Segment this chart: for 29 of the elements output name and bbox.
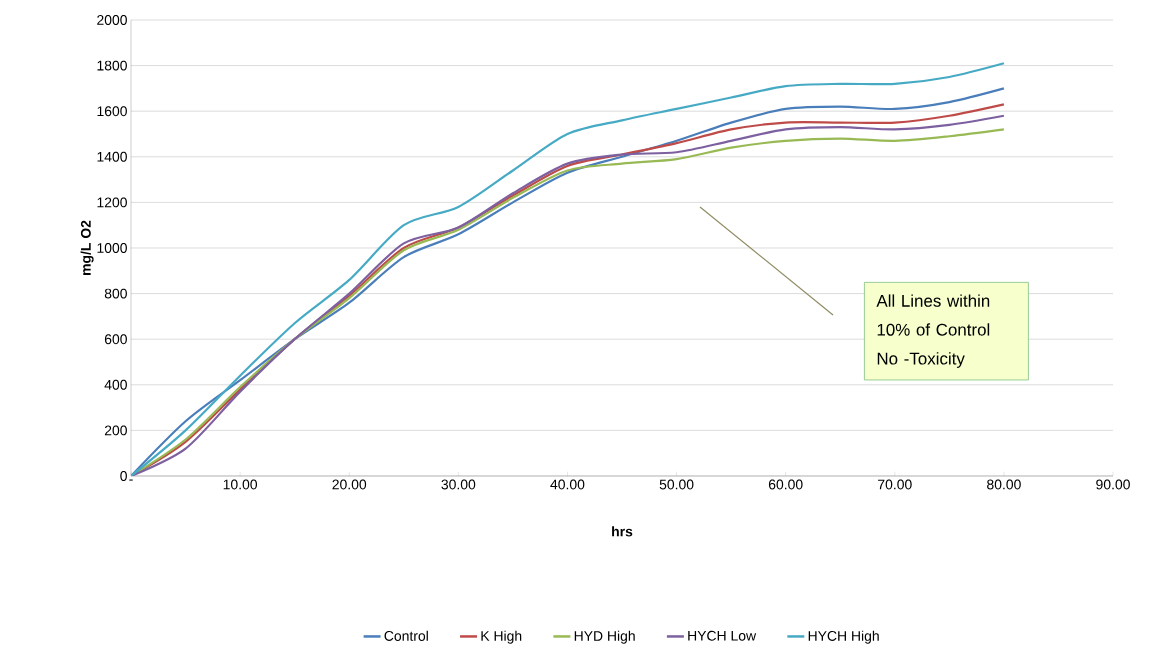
x-tick-label: 90.00 [1096, 479, 1130, 490]
y-tick-label: 1400 [97, 151, 127, 162]
y-tick-label: 0 [120, 471, 127, 481]
legend-label: HYCH Low [688, 630, 757, 641]
x-tick-label: 40.00 [550, 479, 585, 490]
y-tick-label: 2000 [97, 15, 127, 25]
y-tick-label: 400 [104, 379, 127, 390]
x-tick-label: 50.00 [659, 479, 694, 490]
x-tick-label: 70.00 [878, 479, 912, 490]
y-axis-title: mg/L O2 [80, 220, 94, 275]
x-axis-title: hrs [612, 526, 633, 537]
y-tick-label: 600 [104, 334, 127, 345]
y-tick-label: 200 [104, 425, 127, 436]
x-tick-label: 10.00 [223, 479, 258, 490]
x-tick-label: 80.00 [987, 479, 1021, 490]
legend-label: HYCH High [808, 630, 879, 644]
x-tick-label: - [129, 479, 133, 481]
y-tick-label: 1600 [97, 106, 127, 117]
legend-label: Control [384, 630, 428, 641]
y-tick-label: 1800 [97, 60, 127, 71]
x-tick-label: 20.00 [332, 479, 367, 490]
y-tick-label: 1000 [97, 243, 127, 253]
x-tick-label: 30.00 [441, 479, 476, 490]
legend-label: K High [481, 630, 522, 644]
y-tick-label: 1200 [97, 197, 127, 208]
x-tick-label: 60.00 [768, 479, 803, 490]
annotation: All Lines within 10% of Control No -Toxicity [876, 294, 990, 368]
y-tick-label: 800 [104, 288, 127, 299]
legend-label: HYD High [574, 630, 635, 644]
